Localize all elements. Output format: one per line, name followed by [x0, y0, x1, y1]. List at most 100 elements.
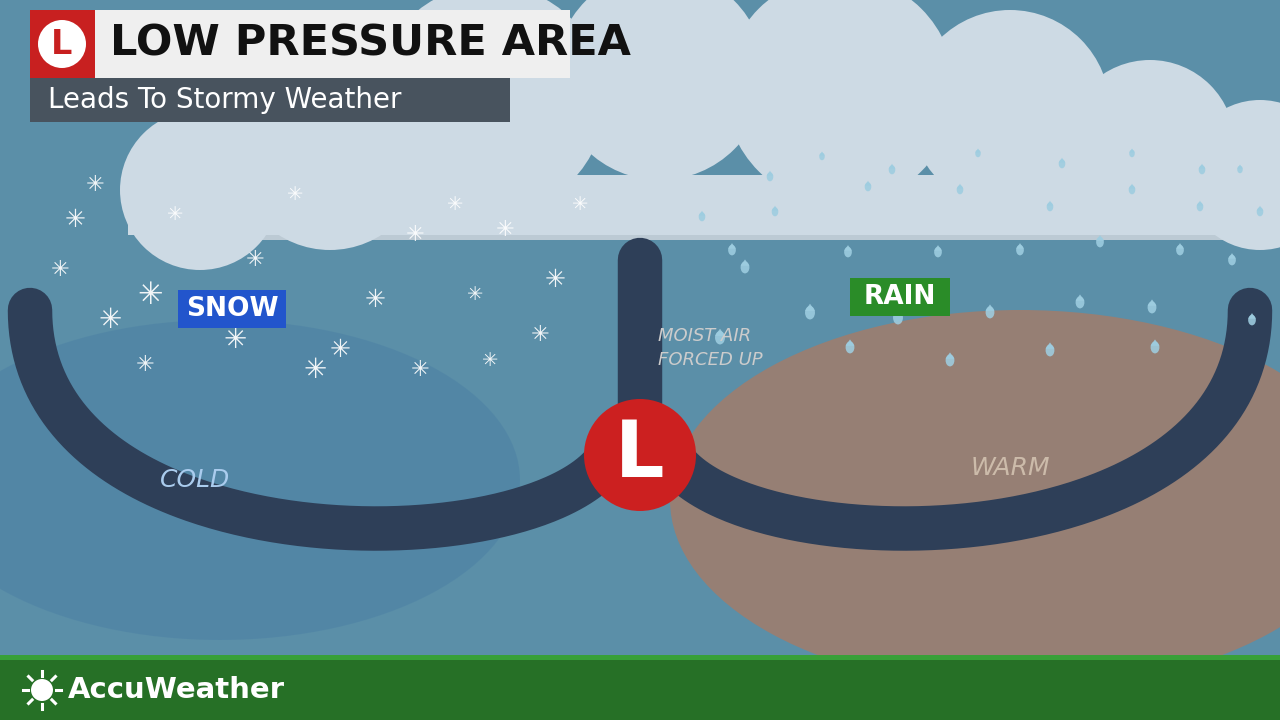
Polygon shape: [767, 171, 773, 176]
Text: ✳: ✳: [411, 360, 429, 380]
Polygon shape: [29, 78, 509, 122]
Ellipse shape: [1075, 297, 1084, 308]
Polygon shape: [1096, 235, 1103, 240]
Text: ✳: ✳: [166, 205, 183, 225]
Polygon shape: [934, 245, 942, 251]
Text: AccuWeather: AccuWeather: [68, 676, 285, 704]
Ellipse shape: [1228, 255, 1236, 266]
Ellipse shape: [865, 182, 872, 192]
Ellipse shape: [741, 261, 749, 274]
Text: ✳: ✳: [51, 260, 69, 280]
Text: ✳: ✳: [303, 356, 326, 384]
Text: SNOW: SNOW: [186, 296, 278, 322]
Polygon shape: [986, 305, 995, 311]
Text: Leads To Stormy Weather: Leads To Stormy Weather: [49, 86, 402, 114]
Ellipse shape: [1096, 237, 1103, 248]
Text: ✳: ✳: [495, 220, 515, 240]
Text: ✳: ✳: [246, 250, 264, 270]
Polygon shape: [888, 163, 896, 168]
Ellipse shape: [805, 306, 815, 320]
Ellipse shape: [975, 150, 980, 157]
Polygon shape: [1197, 201, 1203, 206]
Polygon shape: [741, 259, 750, 266]
Polygon shape: [728, 243, 736, 248]
Circle shape: [375, 0, 605, 215]
Text: ✳: ✳: [531, 325, 549, 345]
Ellipse shape: [956, 185, 964, 194]
Ellipse shape: [1257, 207, 1263, 216]
Text: ✳: ✳: [329, 338, 351, 362]
Polygon shape: [865, 181, 872, 186]
Polygon shape: [1148, 300, 1157, 306]
Polygon shape: [1257, 206, 1263, 210]
Ellipse shape: [669, 310, 1280, 690]
Ellipse shape: [0, 320, 520, 640]
Ellipse shape: [1197, 202, 1203, 211]
Text: ✳: ✳: [467, 286, 483, 305]
Text: ✳: ✳: [224, 326, 247, 354]
Text: L: L: [616, 417, 664, 493]
Text: MOIST AIR
FORCED UP: MOIST AIR FORCED UP: [658, 327, 763, 369]
Text: ✳: ✳: [481, 351, 498, 369]
Polygon shape: [699, 211, 705, 215]
Ellipse shape: [716, 331, 724, 344]
Polygon shape: [128, 175, 1280, 235]
Polygon shape: [946, 352, 955, 359]
Text: ✳: ✳: [64, 208, 86, 232]
Circle shape: [556, 0, 765, 180]
Circle shape: [584, 399, 696, 511]
Ellipse shape: [1047, 202, 1053, 211]
Polygon shape: [29, 10, 95, 78]
Ellipse shape: [767, 172, 773, 181]
Circle shape: [38, 20, 86, 68]
Ellipse shape: [699, 212, 705, 221]
Circle shape: [31, 679, 52, 701]
Ellipse shape: [846, 341, 855, 354]
Ellipse shape: [893, 311, 902, 325]
Ellipse shape: [1248, 315, 1256, 325]
Polygon shape: [975, 148, 980, 153]
Ellipse shape: [1176, 245, 1184, 256]
Ellipse shape: [772, 207, 778, 216]
Polygon shape: [1228, 253, 1236, 258]
Polygon shape: [0, 660, 1280, 720]
Ellipse shape: [1198, 166, 1206, 174]
Polygon shape: [716, 329, 724, 336]
Ellipse shape: [1059, 159, 1065, 168]
Ellipse shape: [1046, 344, 1055, 356]
Text: ✳: ✳: [447, 196, 463, 215]
Ellipse shape: [819, 153, 824, 161]
Text: RAIN: RAIN: [864, 284, 936, 310]
Polygon shape: [1129, 148, 1135, 153]
Ellipse shape: [1151, 341, 1160, 354]
Ellipse shape: [1148, 302, 1156, 313]
Ellipse shape: [1238, 166, 1243, 174]
Polygon shape: [29, 10, 570, 78]
Polygon shape: [0, 660, 1280, 720]
Polygon shape: [1151, 339, 1160, 346]
FancyBboxPatch shape: [178, 290, 285, 328]
Ellipse shape: [946, 354, 955, 366]
Text: ✳: ✳: [287, 186, 303, 204]
Polygon shape: [1198, 163, 1206, 168]
Polygon shape: [0, 655, 1280, 665]
Polygon shape: [1016, 243, 1024, 248]
Text: ✳: ✳: [544, 268, 566, 292]
Text: L: L: [51, 27, 73, 60]
Ellipse shape: [1129, 150, 1135, 157]
Circle shape: [120, 110, 280, 270]
Ellipse shape: [986, 307, 995, 318]
Ellipse shape: [728, 245, 736, 256]
Polygon shape: [956, 184, 964, 189]
Polygon shape: [893, 309, 904, 316]
Text: COLD: COLD: [160, 468, 230, 492]
Text: ✳: ✳: [406, 225, 424, 245]
Ellipse shape: [1129, 185, 1135, 194]
Ellipse shape: [1016, 245, 1024, 256]
Text: ✳: ✳: [99, 306, 122, 334]
Text: ✳: ✳: [86, 175, 104, 195]
Polygon shape: [1248, 313, 1256, 319]
Polygon shape: [772, 206, 778, 210]
Polygon shape: [1129, 184, 1135, 189]
Circle shape: [724, 0, 955, 205]
